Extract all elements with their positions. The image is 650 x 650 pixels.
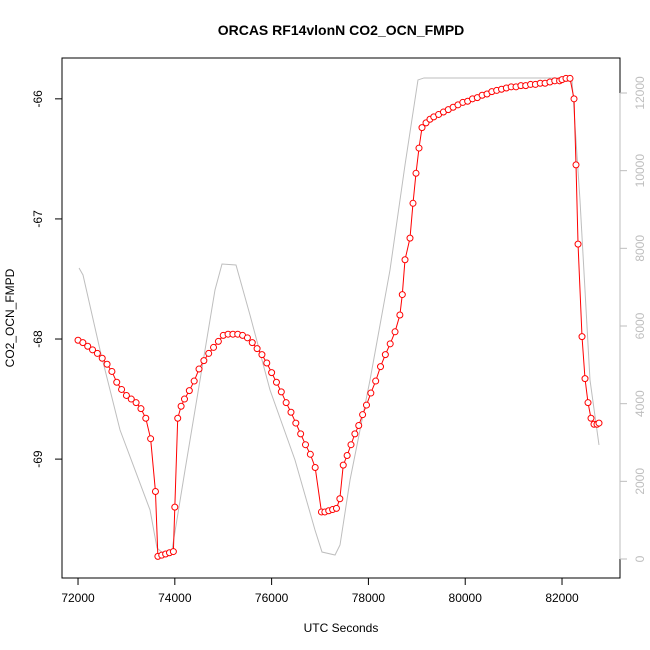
data-point	[253, 345, 261, 353]
data-point	[195, 365, 203, 373]
data-point	[108, 367, 116, 375]
x-tick-label: 74000	[158, 591, 192, 605]
y2-tick-label: 2000	[633, 468, 647, 495]
data-point	[248, 339, 256, 347]
data-point	[272, 378, 280, 386]
data-point	[89, 346, 97, 354]
data-point	[127, 395, 135, 403]
data-point	[396, 311, 404, 319]
data-point	[359, 411, 367, 419]
y-tick-label: -67	[31, 210, 45, 228]
data-point	[93, 349, 101, 357]
data-point	[282, 399, 290, 407]
data-point	[572, 161, 580, 169]
data-point	[336, 495, 344, 503]
data-point	[292, 419, 300, 427]
y2-tick-label: 0	[633, 555, 647, 562]
data-point	[409, 199, 417, 207]
x-tick-label: 78000	[352, 591, 386, 605]
data-point	[118, 385, 126, 393]
data-point	[243, 334, 251, 342]
data-point	[406, 234, 414, 242]
data-point	[574, 240, 582, 248]
data-point	[415, 144, 423, 152]
data-point	[169, 548, 177, 556]
data-point	[200, 357, 208, 365]
data-point	[214, 337, 222, 345]
data-point	[142, 414, 150, 422]
data-point	[205, 349, 213, 357]
y2-tick-label: 6000	[633, 312, 647, 339]
data-point	[84, 342, 92, 350]
data-point	[174, 414, 182, 422]
y2-tick-label: 8000	[633, 235, 647, 262]
data-point	[79, 339, 87, 347]
data-point	[122, 391, 130, 399]
data-point	[287, 408, 295, 416]
data-point	[268, 369, 276, 377]
data-point	[418, 124, 426, 132]
data-point	[581, 375, 589, 383]
data-point	[351, 430, 359, 438]
data-point	[113, 378, 121, 386]
y-tick-label: -68	[31, 330, 45, 348]
chart-title: ORCAS RF14vlonN CO2_OCN_FMPD	[218, 22, 465, 38]
data-point	[190, 377, 198, 385]
data-point	[332, 504, 340, 512]
data-point	[584, 399, 592, 407]
data-point	[147, 435, 155, 443]
data-point	[137, 405, 145, 413]
data-point	[377, 363, 385, 371]
data-point	[210, 343, 218, 351]
data-point	[566, 74, 574, 82]
data-point	[578, 333, 586, 341]
data-point	[570, 95, 578, 103]
x-tick-label: 82000	[545, 591, 579, 605]
data-point	[587, 414, 595, 422]
data-point	[595, 419, 603, 427]
data-point	[263, 359, 271, 367]
data-point	[339, 461, 347, 469]
data-point	[372, 377, 380, 385]
data-point	[301, 441, 309, 449]
data-point	[306, 450, 314, 458]
data-point	[180, 395, 188, 403]
data-point	[185, 387, 193, 395]
data-point	[347, 441, 355, 449]
data-point	[171, 503, 179, 511]
y2-tick-label: 12000	[633, 76, 647, 110]
x-tick-label: 80000	[449, 591, 483, 605]
data-point	[355, 421, 363, 429]
data-point	[297, 430, 305, 438]
data-point	[381, 351, 389, 359]
data-point	[412, 169, 420, 177]
data-point	[98, 354, 106, 362]
data-point	[367, 389, 375, 397]
series-line	[78, 77, 600, 556]
data-point	[132, 399, 140, 407]
data-point	[401, 256, 409, 264]
data-point	[343, 452, 351, 460]
x-tick-label: 72000	[61, 591, 95, 605]
x-tick-label: 76000	[255, 591, 289, 605]
data-point	[311, 464, 319, 472]
y-tick-label: -69	[31, 450, 45, 468]
y-axis-label: CO2_OCN_FMPD	[3, 268, 17, 367]
y2-tick-label: 4000	[633, 390, 647, 417]
data-point	[151, 488, 159, 496]
y2-tick-label: 10000	[633, 154, 647, 188]
data-point	[277, 388, 285, 396]
data-point	[362, 401, 370, 409]
x-axis-label: UTC Seconds	[304, 621, 379, 635]
data-point	[386, 340, 394, 348]
data-point	[398, 291, 406, 299]
data-point	[391, 328, 399, 336]
y-tick-label: -66	[31, 90, 45, 108]
data-point	[177, 402, 185, 410]
data-point	[258, 351, 266, 359]
data-point	[103, 360, 111, 368]
